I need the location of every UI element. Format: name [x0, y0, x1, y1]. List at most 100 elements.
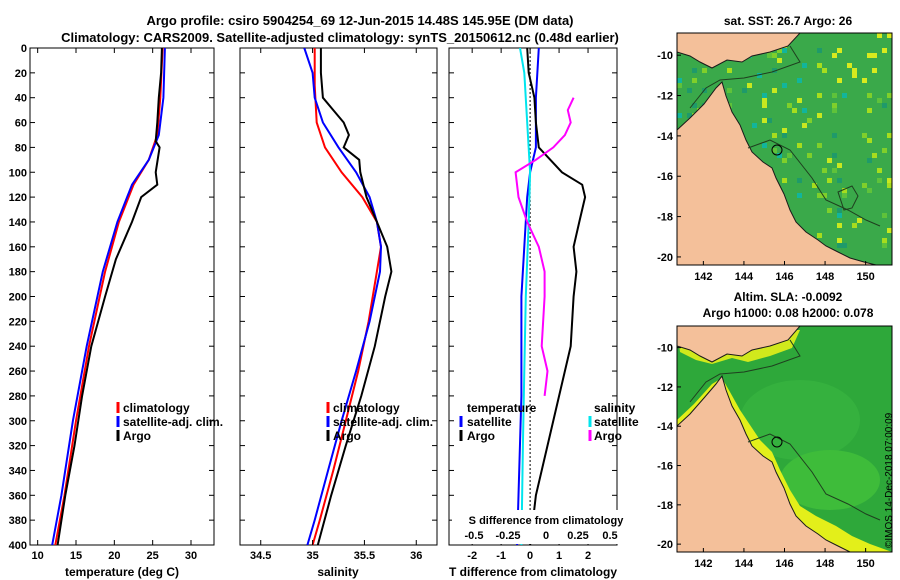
sst-pixel — [822, 68, 827, 73]
sst-pixel — [797, 143, 802, 148]
x-tick-label: 15 — [70, 550, 82, 562]
map-y-tick-label: -18 — [657, 500, 673, 512]
map-x-tick-label: 146 — [775, 271, 793, 283]
sst-pixel — [792, 183, 797, 188]
sst-pixel — [837, 78, 842, 83]
x-tick-label: 10 — [32, 550, 44, 562]
sst-pixel — [797, 178, 802, 183]
sst-pixel — [872, 153, 877, 158]
argo-location-marker-sst — [771, 144, 783, 156]
legend-salinity-title: salinity — [594, 401, 636, 415]
x-tick-label: 2 — [585, 550, 591, 562]
series-line-argo — [316, 48, 393, 545]
sst-pixel — [727, 68, 732, 73]
map-y-tick-label: -14 — [657, 421, 674, 433]
sst-pixel — [837, 238, 842, 243]
sst-pixel — [837, 208, 842, 213]
sst-pixel — [837, 48, 842, 53]
sst-pixel — [702, 68, 707, 73]
x-tick-label: 0 — [527, 550, 533, 562]
sst-pixel — [837, 213, 842, 218]
difference-xlabel: T difference from climatology — [449, 565, 617, 579]
y-tick-label: 260 — [9, 366, 27, 378]
sst-pixel — [887, 178, 892, 183]
map-y-tick-label: -16 — [657, 461, 673, 473]
map-y-tick-label: -14 — [657, 131, 674, 143]
title-line-1: Argo profile: csiro 5904254_69 12-Jun-20… — [146, 13, 573, 28]
sst-pixel — [842, 93, 847, 98]
series-line-s-satellite — [519, 48, 532, 545]
sst-pixel — [867, 153, 872, 158]
top-tick-label: -0.25 — [495, 530, 520, 542]
top-tick-label: 0 — [543, 530, 549, 542]
top-tick-label: 0.25 — [567, 530, 588, 542]
y-tick-label: 140 — [9, 217, 27, 229]
sst-pixel — [832, 103, 837, 108]
sst-pixel — [882, 238, 887, 243]
y-tick-label: 0 — [21, 43, 27, 55]
salinity-xlabel: salinity — [317, 565, 359, 579]
sst-pixel — [762, 103, 767, 108]
map-x-tick-label: 146 — [775, 558, 793, 570]
map-y-tick-label: -16 — [657, 171, 673, 183]
legend-label: satellite — [467, 415, 512, 429]
sst-pixel — [887, 33, 892, 38]
sst-map-image — [677, 33, 892, 265]
sst-pixel — [772, 133, 777, 138]
sst-pixel — [807, 153, 812, 158]
sst-pixel — [867, 188, 872, 193]
sst-pixel — [787, 153, 792, 158]
sst-pixel — [762, 143, 767, 148]
sst-pixel — [827, 208, 832, 213]
y-tick-label: 40 — [15, 93, 27, 105]
sst-map-panel: sat. SST: 26.7 Argo: 26 142 144 146 148 150 -… — [657, 14, 893, 283]
map-y-tick-label: -20 — [657, 252, 673, 264]
sst-pixel — [782, 178, 787, 183]
x-tick-label: 36 — [410, 550, 422, 562]
sst-pixel — [817, 93, 822, 98]
salinity-axes — [239, 47, 438, 546]
sst-pixel — [832, 108, 837, 113]
sst-pixel — [812, 118, 817, 123]
sst-pixel — [877, 213, 882, 218]
y-tick-label: 280 — [9, 391, 27, 403]
x-tick-label: -1 — [496, 550, 506, 562]
sst-pixel — [687, 113, 692, 118]
sst-pixel — [842, 243, 847, 248]
imos-watermark: ©IMOS 14-Dec-2018 07:00:09 — [884, 412, 895, 548]
sst-pixel — [817, 193, 822, 198]
map-x-tick-label: 148 — [816, 558, 834, 570]
sst-pixel — [742, 88, 747, 93]
title-line-2: Climatology: CARS2009. Satellite-adjuste… — [61, 30, 619, 45]
sst-pixel — [817, 48, 822, 53]
sst-pixel — [827, 158, 832, 163]
sst-pixel — [872, 68, 877, 73]
sst-pixel — [682, 103, 687, 108]
sst-pixel — [882, 173, 887, 178]
salinity-panel: 34.5 35 35.5 36 salinity climatologysatelli… — [239, 47, 438, 579]
sst-pixel — [782, 158, 787, 163]
legend-temperature-title: temperature — [467, 401, 537, 415]
sst-pixel — [867, 138, 872, 143]
sst-pixel — [887, 228, 892, 233]
map-y-tick-label: -12 — [657, 91, 673, 103]
sst-pixel — [877, 98, 882, 103]
legend-label: satellite-adj. clim. — [123, 415, 223, 429]
temperature-panel: 0 20 40 60 80 100 120 140 160 180 200 220 240 260 280 3… — [9, 43, 223, 579]
sst-pixel — [867, 108, 872, 113]
sla-map-title-2: Argo h1000: 0.08 h2000: 0.078 — [703, 306, 874, 320]
sst-pixel — [757, 73, 762, 78]
y-tick-label: 60 — [15, 118, 27, 130]
sst-pixel — [807, 118, 812, 123]
sst-pixel — [807, 48, 812, 53]
legend-label: Argo — [123, 429, 151, 443]
y-tick-label: 240 — [9, 341, 27, 353]
sst-pixel — [837, 223, 842, 228]
map-y-tick-label: -20 — [657, 539, 673, 551]
x-tick-label: 30 — [185, 550, 197, 562]
x-tick-label: 35.5 — [354, 550, 375, 562]
y-tick-label: 300 — [9, 416, 27, 428]
sst-pixel — [862, 133, 867, 138]
sst-pixel — [847, 63, 852, 68]
